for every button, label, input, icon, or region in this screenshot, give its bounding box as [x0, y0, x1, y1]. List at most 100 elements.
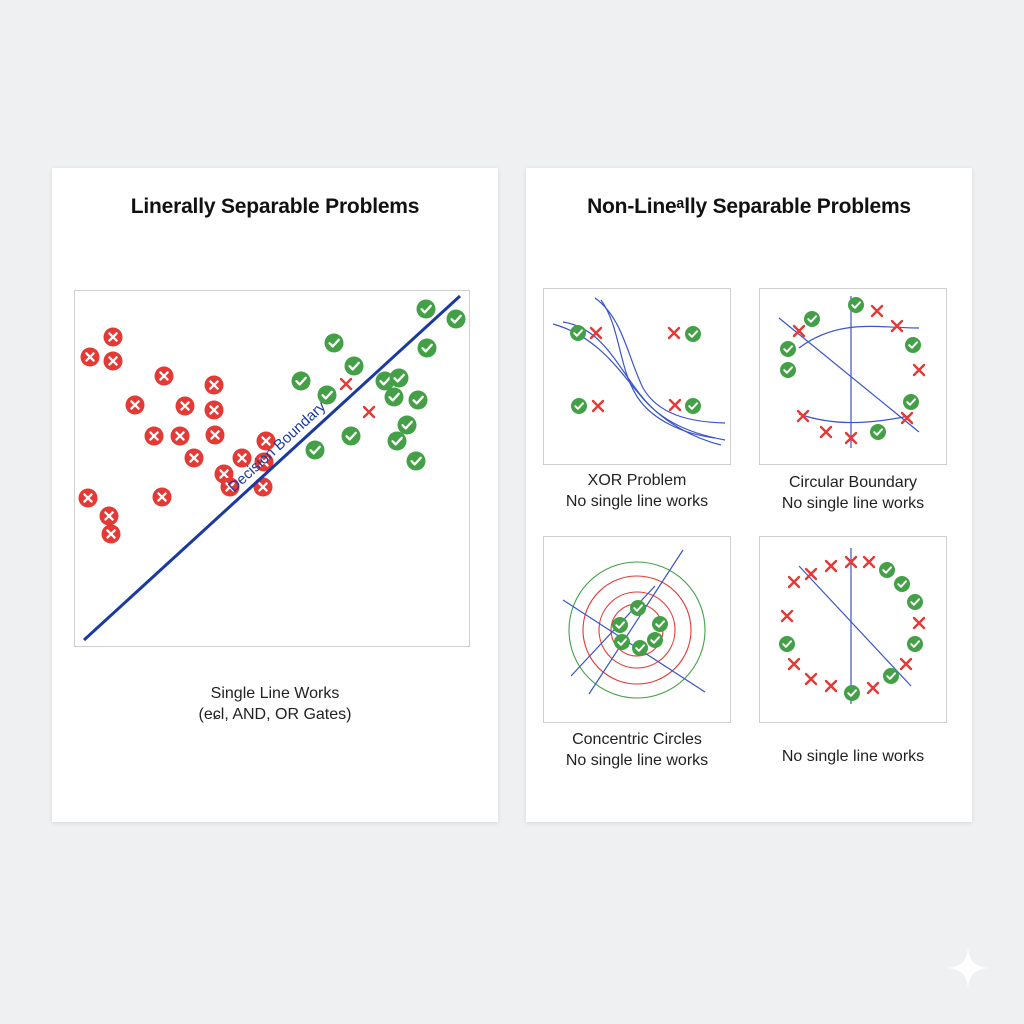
- xor-caption-line2: No single line works: [565, 493, 709, 510]
- concentric-points: [612, 600, 668, 656]
- sparkle-icon: [948, 948, 988, 988]
- cross-circle-icon: [152, 487, 172, 507]
- check-circle-icon: [570, 325, 586, 341]
- cross-circle-icon: [256, 431, 276, 451]
- concentric-rings: [568, 561, 706, 699]
- check-circle-icon: [903, 394, 919, 410]
- cross-icon: [362, 405, 376, 419]
- cross-circle-icon: [232, 448, 252, 468]
- circular-lines: [778, 296, 920, 448]
- linear-caption-line1: Single Line Works: [210, 685, 340, 702]
- ring-caption: No single line works: [759, 746, 947, 767]
- cross-icon: [870, 304, 884, 318]
- cross-icon: [912, 616, 926, 630]
- check-circle-icon: [780, 341, 796, 357]
- cross-circle-icon: [103, 327, 123, 347]
- linear-title: Linerally Separable Problems: [130, 195, 420, 218]
- cross-circle-icon: [99, 506, 119, 526]
- cross-circle-icon: [205, 425, 225, 445]
- linear-card: Linerally Separable Problems Decision Bo…: [52, 168, 498, 822]
- cross-circle-icon: [103, 351, 123, 371]
- xor-caption: XOR Problem No single line works: [543, 470, 731, 512]
- check-circle-icon: [848, 297, 864, 313]
- cross-icon: [824, 559, 838, 573]
- cross-circle-icon: [170, 426, 190, 446]
- nonlinear-title: Non-Lineᵃlly Separable Problems: [587, 195, 911, 218]
- linear-caption: Single Line Works (eɕl, AND, OR Gates): [52, 683, 498, 725]
- ring-caption-line2: No single line works: [781, 748, 925, 765]
- check-circle-icon: [305, 440, 325, 460]
- cross-circle-icon: [125, 395, 145, 415]
- cross-icon: [899, 657, 913, 671]
- nonlinear-card: Non-Lineᵃlly Separable Problems XOR Prob…: [526, 168, 972, 822]
- cross-icon: [844, 431, 858, 445]
- check-circle-icon: [291, 371, 311, 391]
- concentric-caption-line2: No single line works: [565, 752, 709, 769]
- linear-scatter-plot: Decision Boundary: [74, 290, 470, 647]
- check-circle-icon: [387, 431, 407, 451]
- check-circle-icon: [397, 415, 417, 435]
- check-circle-icon: [417, 338, 437, 358]
- cross-icon: [787, 657, 801, 671]
- cross-icon: [589, 326, 603, 340]
- concentric-circles-panel: [543, 536, 731, 723]
- check-circle-icon: [344, 356, 364, 376]
- decision-boundary-line: [82, 294, 462, 642]
- cross-circle-icon: [175, 396, 195, 416]
- concentric-frame: [543, 536, 731, 723]
- cross-icon: [804, 672, 818, 686]
- cross-circle-icon: [80, 347, 100, 367]
- check-circle-icon: [317, 385, 337, 405]
- circular-points: [780, 297, 926, 445]
- cross-circle-icon: [144, 426, 164, 446]
- check-circle-icon: [652, 616, 668, 632]
- cross-icon: [900, 411, 914, 425]
- circular-boundary-panel: [759, 288, 947, 465]
- xor-frame: [543, 288, 731, 465]
- cross-icon: [912, 363, 926, 377]
- check-circle-icon: [632, 640, 648, 656]
- circular-caption: Circular Boundary No single line works: [759, 472, 947, 514]
- check-circle-icon: [406, 451, 426, 471]
- cross-icon: [862, 555, 876, 569]
- check-circle-icon: [341, 426, 361, 446]
- check-circle-icon: [685, 398, 701, 414]
- check-circle-icon: [614, 634, 630, 650]
- check-circle-icon: [907, 636, 923, 652]
- check-circle-icon: [844, 685, 860, 701]
- cross-icon: [819, 425, 833, 439]
- check-circle-icon: [416, 299, 436, 319]
- cross-circle-icon: [254, 452, 274, 472]
- cross-icon: [792, 324, 806, 338]
- circular-caption-line2: No single line works: [781, 495, 925, 512]
- xor-caption-line1: XOR Problem: [587, 472, 687, 489]
- check-circle-icon: [389, 368, 409, 388]
- check-circle-icon: [780, 362, 796, 378]
- check-circle-icon: [907, 594, 923, 610]
- check-circle-icon: [571, 398, 587, 414]
- cross-circle-icon: [78, 488, 98, 508]
- cross-icon: [890, 319, 904, 333]
- points-group: [78, 299, 466, 544]
- cross-circle-icon: [154, 366, 174, 386]
- xor-panel: [543, 288, 731, 465]
- cross-icon: [668, 398, 682, 412]
- check-circle-icon: [894, 576, 910, 592]
- cross-circle-icon: [101, 524, 121, 544]
- check-circle-icon: [384, 387, 404, 407]
- cross-circle-icon: [204, 400, 224, 420]
- check-circle-icon: [879, 562, 895, 578]
- check-circle-icon: [647, 632, 663, 648]
- xor-points: [570, 325, 701, 414]
- cross-circle-icon: [204, 375, 224, 395]
- cross-icon: [667, 326, 681, 340]
- ring-lines: [798, 548, 912, 704]
- cross-icon: [796, 409, 810, 423]
- cross-circle-icon: [220, 477, 240, 497]
- ring-panel: [759, 536, 947, 723]
- check-circle-icon: [883, 668, 899, 684]
- cross-circle-icon: [184, 448, 204, 468]
- cross-icon: [591, 399, 605, 413]
- linear-caption-line2: (eɕl, AND, OR Gates): [198, 706, 352, 723]
- cross-icon: [824, 679, 838, 693]
